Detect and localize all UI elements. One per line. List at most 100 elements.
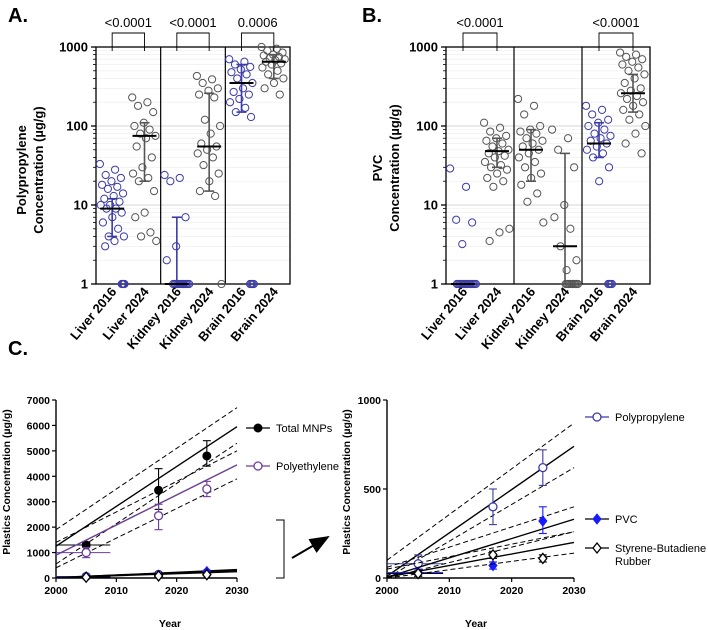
chart-c-left-xtick-label: 2010 (105, 585, 129, 597)
chart-a-point (128, 169, 138, 178)
chart-b-point (495, 123, 505, 132)
chart-a-point (277, 59, 286, 68)
chart-c-left-ytick-label: 3000 (27, 497, 51, 509)
chart-a-point (192, 71, 201, 81)
chart-b-frame (445, 46, 651, 285)
chart-a-point (194, 90, 204, 99)
chart-a-point (131, 213, 140, 222)
chart-b-point (638, 55, 647, 64)
chart-a-pvalue-label: <0.0001 (105, 15, 152, 30)
chart-a-point (141, 134, 151, 143)
chart-a-point (246, 62, 255, 71)
chart-b-point (522, 134, 531, 143)
chart-b-point (628, 57, 637, 66)
chart-b-point (488, 142, 497, 151)
chart-a-point (115, 197, 124, 206)
zoom-arrow (291, 535, 330, 559)
chart-b-point (513, 94, 523, 104)
chart-a-comparison-bracket (111, 32, 145, 51)
chart-c-right-xlabel: Year (465, 618, 487, 630)
zoom-bracket (276, 519, 285, 579)
chart-c-right-xtick-label: 2030 (562, 585, 586, 597)
chart-b-point (622, 52, 631, 61)
chart-b-point (485, 236, 494, 246)
chart-a-point (275, 90, 284, 99)
chart-b-point (502, 131, 511, 140)
chart-a-point (257, 42, 266, 52)
chart-b-ytick-label: 1 (431, 277, 438, 292)
chart-a-point (118, 189, 128, 198)
chart-b-point (626, 86, 635, 95)
chart-a-point (244, 90, 253, 99)
chart-a-pvalue-label: <0.0001 (169, 15, 216, 30)
chart-a-point (128, 93, 137, 102)
chart-b-point (595, 177, 604, 186)
chart-a-point (130, 121, 139, 131)
chart-b-point (500, 151, 509, 160)
chart-b-point (588, 110, 597, 119)
chart-c-right-legend-label: PVC (615, 514, 638, 526)
chart-c-left-xtick-label: 2000 (44, 585, 68, 597)
chart-b-point (563, 134, 573, 143)
chart-a-point (160, 170, 169, 180)
chart-a-frame (95, 46, 291, 285)
chart-a-point (214, 169, 223, 178)
chart-b-ytick-label: 100 (416, 119, 438, 134)
chart-b-point (533, 189, 542, 198)
chart-a-point (225, 55, 234, 64)
chart-b-point (499, 177, 508, 186)
chart-a-point (229, 87, 238, 97)
chart-a-point (133, 101, 143, 110)
chart-c-left-ci-upper (55, 407, 238, 531)
chart-b-point (621, 139, 630, 148)
chart-c-left-point (81, 571, 91, 584)
chart-b-point (550, 213, 559, 222)
chart-a-point (162, 256, 171, 265)
chart-b-point (607, 279, 617, 289)
chart-b-point (625, 115, 634, 124)
chart-a-point (140, 208, 149, 217)
chart-c-left-ci-upper (55, 450, 238, 543)
chart-a-ytick-label: 1 (81, 277, 88, 292)
chart-b-point (598, 149, 608, 158)
chart-c-right-point (488, 548, 498, 561)
chart-c-left-point (202, 484, 212, 494)
chart-b-point (634, 63, 643, 72)
chart-c-left-ytick-label: 0 (44, 573, 50, 585)
chart-c-left-legend-label: Total MNPs (276, 423, 333, 435)
chart-a-point (246, 112, 256, 122)
chart-c-right-legend-point (592, 412, 602, 422)
chart-b-point (504, 145, 513, 154)
chart-b-point (590, 129, 599, 138)
chart-c-right-legend-label: Styrene-Butadiene (615, 543, 706, 555)
chart-a-point (242, 70, 251, 79)
chart-a-point (114, 224, 123, 233)
chart-c-left-point (153, 511, 164, 521)
chart-c-left-ylabel: Plastics Concentration (µg/g) (1, 409, 13, 554)
panel-label-b: B. (362, 5, 382, 27)
chart-b-point (562, 265, 571, 275)
chart-b-point (517, 180, 526, 189)
chart-c-left-xlabel: Year (159, 618, 181, 630)
chart-c-right-point (488, 502, 498, 512)
chart-b-point (640, 70, 649, 79)
chart-b-ylabel-line1: PVC (370, 154, 385, 181)
chart-a-point (95, 159, 104, 169)
chart-a-point (138, 163, 147, 172)
chart-b-point (641, 121, 650, 131)
chart-a-point (235, 94, 244, 104)
chart-b-point (596, 134, 605, 143)
chart-b-point (523, 197, 532, 206)
chart-a-comparison-bracket (176, 32, 210, 51)
chart-a-point (147, 153, 156, 162)
chart-c-right-legend-label: Polypropylene (615, 412, 685, 424)
chart-a-point (206, 129, 215, 138)
chart-b-point (479, 118, 489, 127)
chart-b-point (480, 157, 490, 167)
chart-a-point (113, 182, 122, 191)
chart-a-point (260, 84, 269, 93)
chart-b-point (536, 121, 545, 131)
chart-b-point (536, 169, 546, 178)
chart-a-point (269, 78, 279, 88)
